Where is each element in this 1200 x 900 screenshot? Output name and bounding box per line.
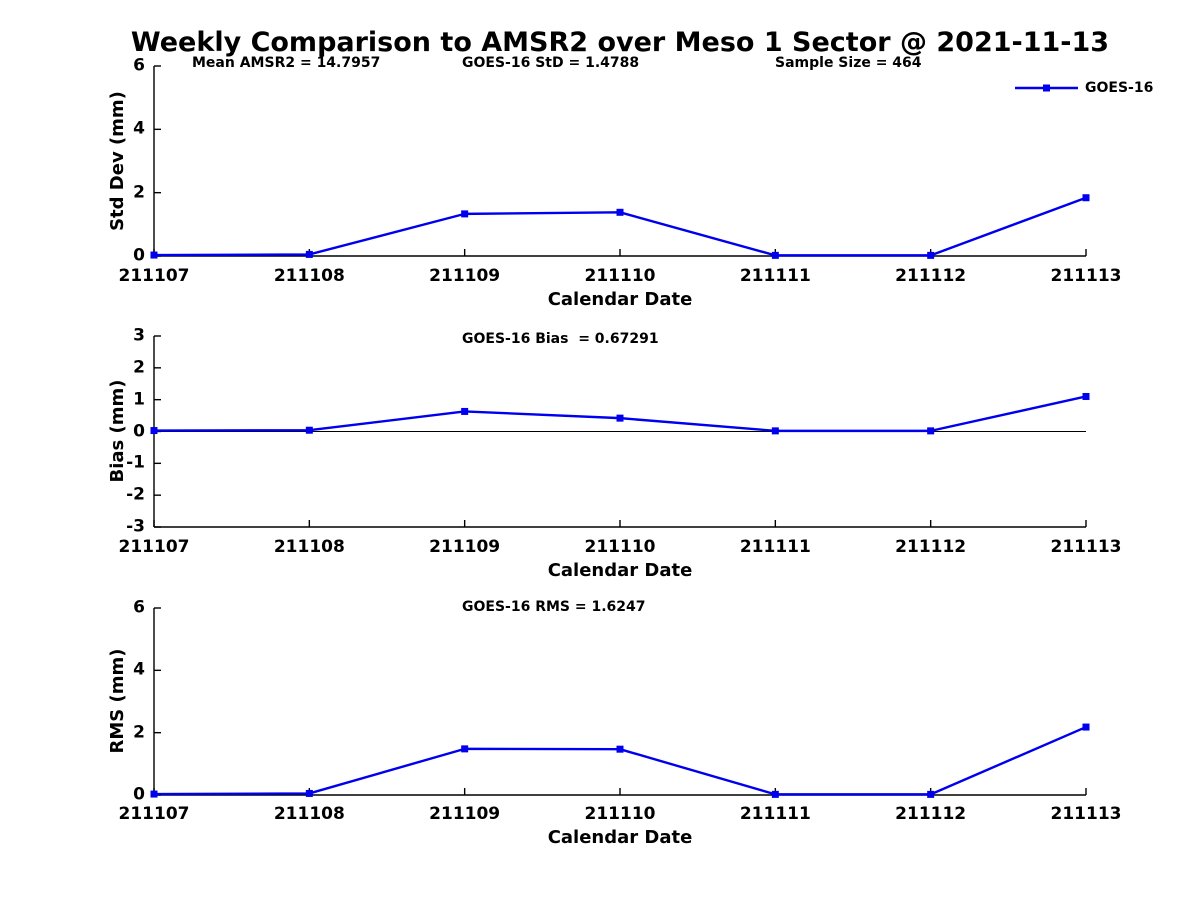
data-point-marker (616, 414, 624, 422)
y-tick-label: 2 (133, 357, 145, 378)
x-tick-label: 211110 (584, 804, 656, 824)
y-tick-label: -1 (126, 452, 145, 473)
x-tick-label: 211112 (895, 266, 967, 286)
x-tick-label: 211107 (118, 266, 190, 286)
data-point-marker (1082, 194, 1090, 202)
figure-title: Weekly Comparison to AMSR2 over Meso 1 S… (130, 27, 1110, 58)
legend-label-goes16: GOES-16 (1085, 80, 1154, 96)
data-point-marker (927, 790, 935, 798)
y-tick-label: -2 (126, 484, 145, 505)
y-tick-label: 0 (133, 421, 145, 441)
x-tick-label: 211109 (429, 804, 501, 824)
series-line-goes-16 (153, 725, 1087, 796)
y-tick-label: 2 (133, 722, 145, 743)
data-point-marker (616, 208, 624, 216)
ylabel-bias: Bias (mm) (107, 379, 128, 483)
ylabel-std-dev: Std Dev (mm) (107, 91, 128, 231)
data-point-marker (305, 426, 313, 434)
y-tick-label: 1 (133, 389, 145, 410)
y-tick-label: 2 (133, 182, 145, 203)
x-tick-label: 211108 (273, 537, 345, 557)
y-tick-label: -3 (126, 516, 145, 537)
annotation-goes16-rms: GOES-16 RMS = 1.6247 (462, 599, 646, 615)
x-tick-label: 211111 (739, 804, 811, 824)
legend-marker-sample (1043, 84, 1050, 92)
data-point-marker (461, 745, 469, 753)
data-point-marker (461, 210, 469, 218)
x-tick-label: 211108 (273, 804, 345, 824)
annotation-goes16-std: GOES-16 StD = 1.4788 (462, 55, 640, 71)
data-point-marker (927, 251, 935, 259)
xlabel-calendar-date-1: Calendar Date (547, 289, 693, 310)
data-point-marker (150, 427, 158, 435)
y-tick-label: 4 (133, 118, 145, 139)
x-tick-label: 211112 (895, 537, 967, 557)
y-tick-label: 6 (133, 55, 145, 76)
xlabel-calendar-date-3: Calendar Date (547, 827, 693, 848)
data-point-marker (927, 427, 935, 435)
series-line-goes-16 (153, 395, 1087, 433)
data-point-marker (616, 745, 624, 753)
x-tick-label: 211109 (429, 537, 501, 557)
x-tick-label: 211112 (895, 804, 967, 824)
x-tick-label: 211110 (584, 266, 656, 286)
x-tick-label: 211113 (1050, 537, 1122, 557)
data-point-marker (771, 790, 779, 798)
data-point-marker (305, 250, 313, 258)
x-tick-label: 211108 (273, 266, 345, 286)
x-tick-label: 211107 (118, 804, 190, 824)
data-point-marker (305, 789, 313, 797)
data-point-marker (1082, 723, 1090, 731)
data-point-marker (771, 251, 779, 259)
x-tick-label: 211113 (1050, 266, 1122, 286)
x-tick-label: 211107 (118, 537, 190, 557)
data-point-marker (461, 407, 469, 415)
ylabel-rms: RMS (mm) (107, 648, 128, 754)
x-tick-label: 211109 (429, 266, 501, 286)
y-tick-label: 3 (133, 325, 145, 346)
series-line-goes-16 (153, 196, 1087, 257)
y-tick-label: 0 (133, 245, 145, 266)
annotation-mean-amsr2: Mean AMSR2 = 14.7957 (192, 55, 381, 71)
data-point-marker (771, 427, 779, 435)
data-point-marker (150, 790, 158, 798)
y-tick-label: 0 (133, 784, 145, 805)
x-tick-label: 211110 (584, 537, 656, 557)
x-tick-label: 211113 (1050, 804, 1122, 824)
annotation-goes16-bias: GOES-16 Bias = 0.67291 (462, 331, 659, 347)
x-tick-label: 211111 (739, 266, 811, 286)
xlabel-calendar-date-2: Calendar Date (547, 560, 693, 581)
annotation-sample-size: Sample Size = 464 (775, 55, 922, 71)
x-tick-label: 211111 (739, 537, 811, 557)
data-point-marker (150, 251, 158, 259)
y-tick-label: 4 (133, 659, 145, 680)
y-tick-label: 6 (133, 597, 145, 618)
data-point-marker (1082, 392, 1090, 400)
